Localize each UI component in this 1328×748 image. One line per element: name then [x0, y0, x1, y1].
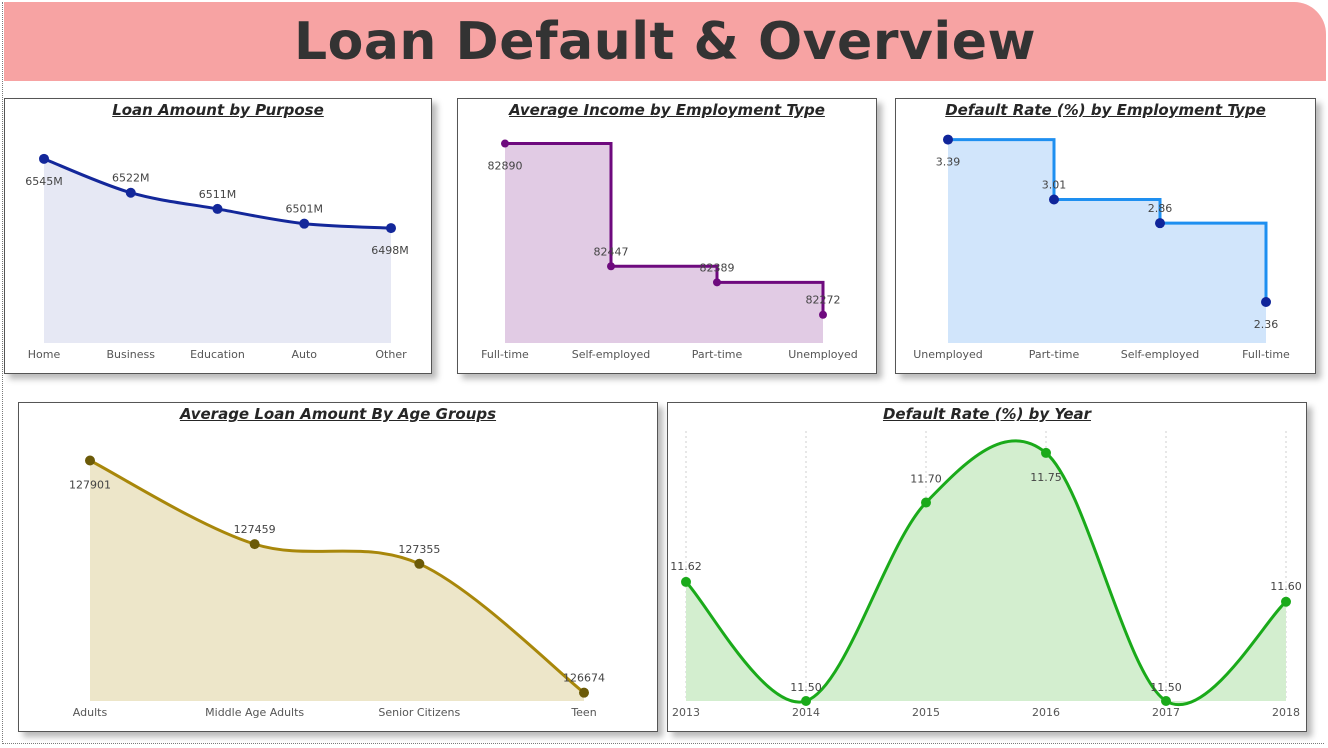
data-label: 126674 — [563, 672, 605, 685]
chart-svg: 3.39 Unemployed 3.01 Part-time 2.86 Self-empl… — [913, 134, 1290, 361]
data-point[interactable] — [39, 153, 49, 164]
series-line — [948, 138, 1268, 302]
data-point[interactable] — [299, 218, 310, 229]
x-tick-label: Full-time — [1242, 348, 1290, 361]
data-label: 2.36 — [1254, 318, 1279, 331]
x-tick-label: Adults — [73, 706, 108, 719]
data-label: 82389 — [700, 261, 735, 274]
series-area — [44, 158, 391, 343]
data-point[interactable] — [607, 262, 615, 271]
data-point[interactable] — [579, 687, 589, 698]
chart-title: Average Income by Employment Type — [509, 101, 825, 119]
x-tick-label: 2018 — [1272, 706, 1300, 719]
chart-svg: 11.62 2013 11.50 2014 11.70 2015 11.75 2016 11.5… — [670, 431, 1302, 719]
chart-title: Default Rate (%) by Employment Type — [945, 101, 1266, 119]
series-area — [505, 143, 823, 343]
chart-title: Loan Amount by Purpose — [112, 101, 324, 119]
x-tick-label: 2014 — [792, 706, 820, 719]
data-point[interactable] — [414, 558, 425, 569]
x-tick-label: Education — [190, 348, 245, 361]
data-label: 127355 — [398, 543, 440, 556]
data-label: 3.01 — [1042, 179, 1067, 192]
data-label: 11.50 — [1150, 681, 1182, 694]
x-tick-label: 2017 — [1152, 706, 1180, 719]
chart-title: Average Loan Amount By Age Groups — [179, 405, 497, 423]
data-label: 6522M — [112, 172, 150, 185]
data-point[interactable] — [125, 187, 136, 198]
data-point[interactable] — [1281, 596, 1291, 607]
chart-svg: 6545M Home 6522M Business 6511M Education 6501… — [25, 153, 409, 361]
data-point[interactable] — [501, 139, 509, 148]
x-tick-label: Home — [28, 348, 61, 361]
chart-svg: 127901 Adults 127459 Middle Age Adults 12735… — [69, 455, 605, 719]
data-label: 3.39 — [936, 156, 961, 169]
data-point[interactable] — [819, 310, 827, 319]
loan-amount-by-purpose-card[interactable]: Loan Amount by Purpose 6545M Home 6522M Bus… — [4, 98, 432, 374]
data-label: 127459 — [234, 523, 276, 536]
default-rate-by-year-card[interactable]: Default Rate (%) by Year 11.62 2013 11.50 2… — [667, 402, 1307, 732]
data-point[interactable] — [1155, 218, 1165, 229]
data-label: 11.62 — [670, 560, 702, 573]
x-tick-label: 2013 — [672, 706, 700, 719]
data-point[interactable] — [943, 134, 953, 145]
data-point[interactable] — [713, 278, 721, 287]
series-area — [90, 460, 584, 701]
data-label: 6545M — [25, 175, 63, 188]
data-label: 6498M — [371, 244, 409, 257]
data-label: 82890 — [488, 160, 523, 173]
x-tick-label: Full-time — [481, 348, 529, 361]
x-tick-label: Business — [106, 348, 155, 361]
x-tick-label: 2016 — [1032, 706, 1060, 719]
x-tick-label: Unemployed — [913, 348, 983, 361]
data-label: 11.50 — [790, 681, 822, 694]
dashboard-title: Loan Default & Overview — [293, 11, 1036, 72]
series-area — [948, 139, 1266, 343]
x-tick-label: Teen — [570, 706, 596, 719]
x-tick-label: Auto — [291, 348, 317, 361]
data-label: 6501M — [286, 203, 324, 216]
data-point[interactable] — [1161, 696, 1171, 706]
x-tick-label: Self-employed — [572, 348, 651, 361]
data-point[interactable] — [85, 455, 95, 466]
data-point[interactable] — [1041, 447, 1051, 458]
x-tick-label: Senior Citizens — [378, 706, 460, 719]
data-point[interactable] — [212, 203, 223, 214]
x-tick-label: Other — [375, 348, 407, 361]
x-tick-label: Unemployed — [788, 348, 858, 361]
data-label: 11.60 — [1270, 580, 1302, 593]
data-point[interactable] — [249, 539, 260, 550]
chart-title: Default Rate (%) by Year — [882, 405, 1092, 423]
data-point[interactable] — [1261, 297, 1271, 307]
x-tick-label: 2015 — [912, 706, 940, 719]
data-label: 6511M — [199, 188, 237, 201]
chart-svg: 82890 Full-time 82447 Self-employed 82389 Par… — [481, 139, 858, 361]
data-label: 127901 — [69, 478, 111, 491]
average-loan-by-age-card[interactable]: Average Loan Amount By Age Groups 127901… — [18, 402, 658, 732]
series-line — [89, 459, 585, 694]
x-tick-label: Part-time — [692, 348, 743, 361]
data-label: 82447 — [594, 245, 629, 258]
data-label: 2.86 — [1148, 202, 1173, 215]
data-point[interactable] — [386, 223, 396, 234]
x-tick-label: Self-employed — [1121, 348, 1200, 361]
series-line — [505, 142, 825, 315]
data-point[interactable] — [801, 696, 811, 706]
x-tick-label: Part-time — [1029, 348, 1080, 361]
series-line — [684, 439, 1287, 706]
default-rate-by-employment-card[interactable]: Default Rate (%) by Employment Type 3.39… — [895, 98, 1316, 374]
data-label: 82272 — [806, 294, 841, 307]
data-label: 11.75 — [1030, 471, 1062, 484]
series-area — [686, 440, 1286, 705]
dashboard-header: Loan Default & Overview — [4, 2, 1326, 81]
data-label: 11.70 — [910, 473, 942, 486]
data-point[interactable] — [681, 576, 691, 587]
data-point[interactable] — [1049, 194, 1059, 205]
data-point[interactable] — [921, 497, 931, 508]
average-income-by-employment-card[interactable]: Average Income by Employment Type 82890 F… — [457, 98, 877, 374]
x-tick-label: Middle Age Adults — [205, 706, 304, 719]
